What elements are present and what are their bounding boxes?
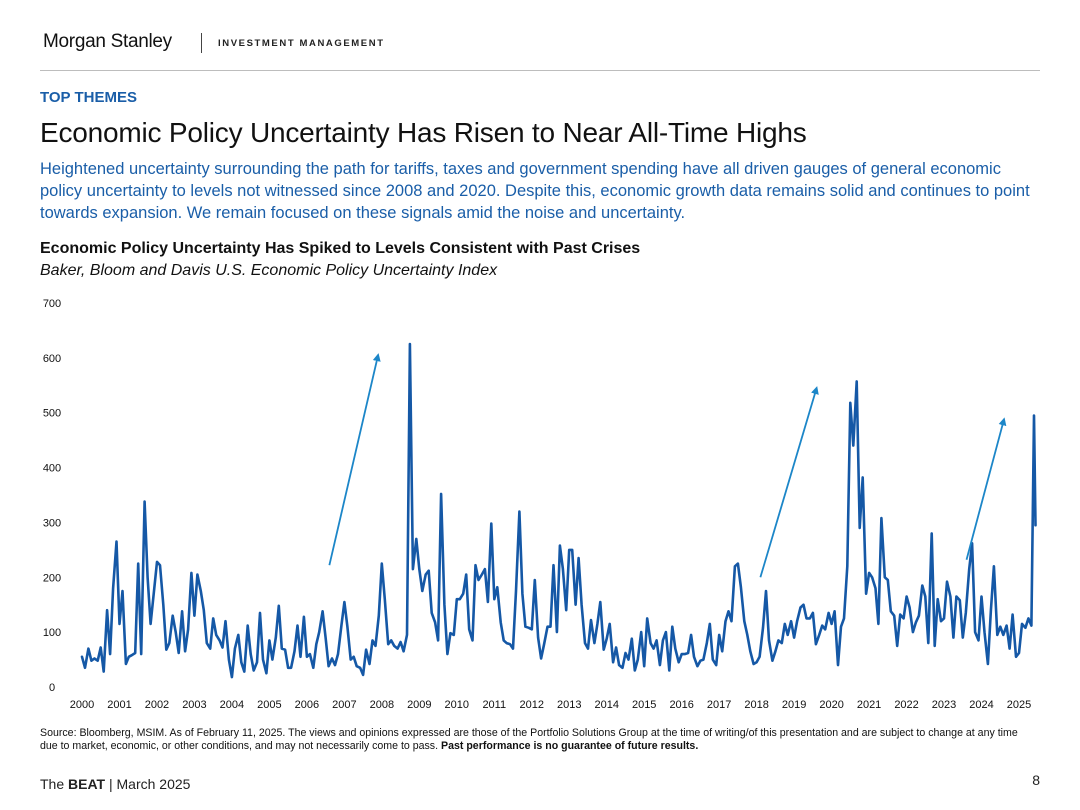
footer-publication: The BEAT | March 2025 bbox=[40, 776, 190, 792]
y-tick-label: 0 bbox=[49, 682, 55, 694]
page-title: Economic Policy Uncertainty Has Risen to… bbox=[40, 117, 807, 148]
series-group bbox=[80, 342, 1037, 679]
x-tick-label: 2004 bbox=[220, 699, 244, 711]
y-tick-label: 200 bbox=[43, 572, 61, 584]
y-tick-label: 500 bbox=[43, 408, 61, 420]
x-tick-label: 2018 bbox=[744, 699, 768, 711]
x-tick-label: 2000 bbox=[70, 699, 94, 711]
annotation-arrows bbox=[328, 353, 1007, 578]
division-label: INVESTMENT MANAGEMENT bbox=[218, 38, 385, 49]
footer-publication-name: BEAT bbox=[68, 776, 106, 792]
x-tick-label: 2006 bbox=[295, 699, 319, 711]
x-tick-label: 2015 bbox=[632, 699, 656, 711]
trend-arrow-3 bbox=[965, 417, 1007, 560]
y-tick-label: 300 bbox=[43, 517, 61, 529]
x-tick-label: 2012 bbox=[520, 699, 544, 711]
y-tick-label: 100 bbox=[43, 627, 61, 639]
series-line-epu-index bbox=[80, 342, 1037, 679]
x-tick-label: 2001 bbox=[107, 699, 131, 711]
chart-title: Economic Policy Uncertainty Has Spiked t… bbox=[40, 240, 641, 257]
x-tick-label: 2020 bbox=[819, 699, 843, 711]
y-tick-label: 600 bbox=[43, 353, 61, 365]
x-tick-label: 2021 bbox=[857, 699, 881, 711]
x-axis: 2000 2001 2002 2003 2004 2005 2006 2007 2008 2009… bbox=[70, 699, 1031, 711]
x-tick-label: 2009 bbox=[407, 699, 431, 711]
x-tick-label: 2016 bbox=[669, 699, 693, 711]
x-tick-label: 2003 bbox=[182, 699, 206, 711]
x-tick-label: 2022 bbox=[894, 699, 918, 711]
x-tick-label: 2008 bbox=[370, 699, 394, 711]
x-tick-label: 2025 bbox=[1007, 699, 1031, 711]
trend-arrow-2 bbox=[759, 386, 819, 578]
footer-prefix: The bbox=[40, 776, 65, 792]
x-tick-label: 2007 bbox=[332, 699, 356, 711]
x-tick-label: 2019 bbox=[782, 699, 806, 711]
x-tick-label: 2011 bbox=[482, 699, 506, 711]
y-tick-label: 400 bbox=[43, 463, 61, 475]
x-tick-label: 2005 bbox=[257, 699, 281, 711]
source-note: Source: Bloomberg, MSIM. As of February … bbox=[40, 727, 1030, 753]
page-number: 8 bbox=[1032, 772, 1040, 788]
trend-arrow-1 bbox=[328, 353, 381, 566]
footer-date: | March 2025 bbox=[108, 776, 191, 792]
performance-disclaimer: Past performance is no guarantee of futu… bbox=[441, 740, 699, 752]
section-label: TOP THEMES bbox=[40, 89, 137, 106]
logo-divider bbox=[201, 33, 202, 53]
x-tick-label: 2010 bbox=[445, 699, 469, 711]
header-rule bbox=[40, 70, 1040, 71]
x-tick-label: 2013 bbox=[557, 699, 581, 711]
source-text: Source: Bloomberg, MSIM. As of February … bbox=[40, 727, 1018, 752]
y-tick-label: 700 bbox=[43, 298, 61, 310]
x-tick-label: 2014 bbox=[594, 699, 618, 711]
morgan-stanley-logo: Morgan Stanley bbox=[43, 31, 172, 52]
x-tick-label: 2017 bbox=[707, 699, 731, 711]
x-tick-label: 2024 bbox=[969, 699, 993, 711]
page-subtitle: Heightened uncertainty surrounding the p… bbox=[40, 160, 1030, 222]
chart-subtitle: Baker, Bloom and Davis U.S. Economic Pol… bbox=[40, 262, 498, 279]
x-tick-label: 2002 bbox=[145, 699, 169, 711]
y-axis: 0 100 200 300 400 500 600 700 bbox=[43, 298, 61, 694]
x-tick-label: 2023 bbox=[932, 699, 956, 711]
